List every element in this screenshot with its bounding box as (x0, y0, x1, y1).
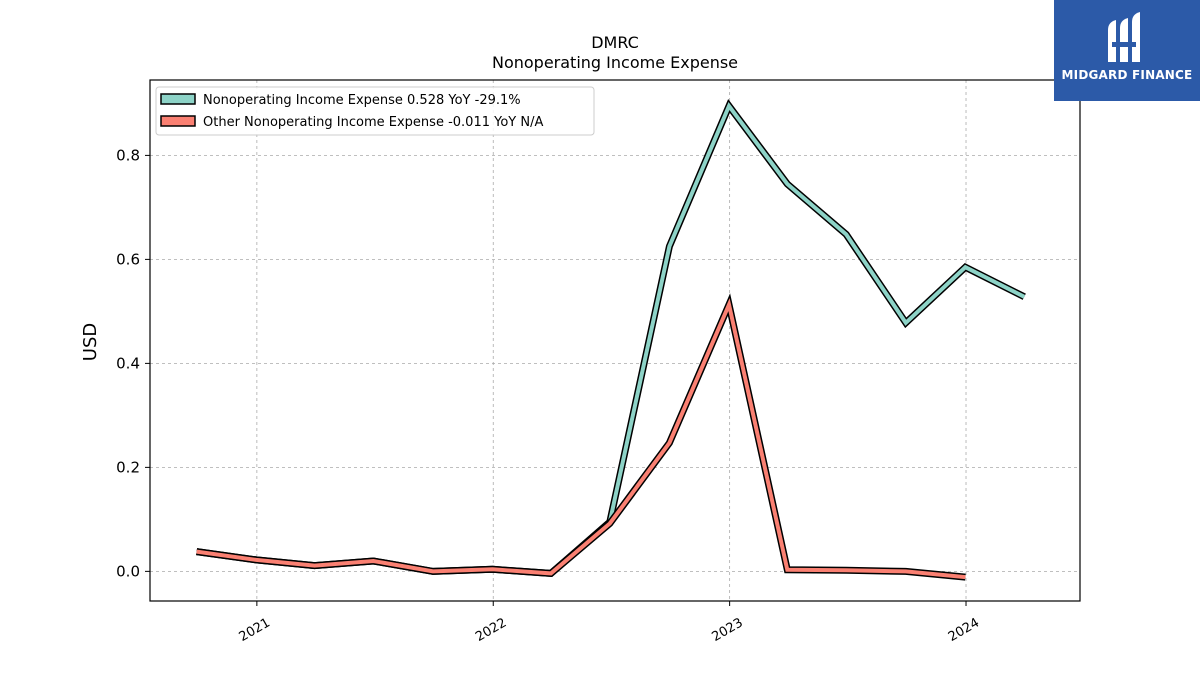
legend-label-other: Other Nonoperating Income Expense -0.011… (203, 115, 543, 130)
legend: Nonoperating Income Expense 0.528 YoY -2… (155, 86, 595, 136)
y-tick-label: 0.8 (116, 146, 140, 164)
chart-title: DMRC (591, 33, 639, 52)
plot-area-frame (149, 79, 1081, 602)
chart-subtitle: Nonoperating Income Expense (492, 53, 738, 72)
series-line (196, 298, 966, 580)
logo-text: MIDGARD FINANCE (1061, 68, 1193, 82)
series-line-outline (196, 99, 1026, 577)
midgard-logo-icon (1108, 12, 1140, 62)
x-tick-label: 2021 (237, 615, 273, 645)
x-axis: 2021 2022 2023 2024 (237, 601, 982, 645)
series-line-outline (196, 293, 966, 581)
midgard-finance-logo: MIDGARD FINANCE (1054, 0, 1200, 101)
x-tick-label: 2022 (473, 615, 509, 645)
y-tick-label: 0.2 (116, 458, 140, 476)
y-axis: 0.0 0.2 0.4 0.6 0.8 (116, 146, 150, 580)
legend-swatch-nonoperating (160, 93, 196, 105)
series-lines (196, 99, 1026, 581)
x-tick-label: 2023 (709, 615, 745, 645)
legend-box (155, 86, 595, 136)
y-axis-label: USD (80, 323, 101, 361)
y-tick-label: 0.6 (116, 250, 140, 268)
series-1 (196, 293, 966, 581)
y-tick-label: 0.4 (116, 354, 140, 372)
legend-label-nonoperating: Nonoperating Income Expense 0.528 YoY -2… (203, 93, 521, 108)
series-0 (196, 99, 1026, 577)
x-tick-label: 2024 (946, 615, 982, 645)
grid (150, 80, 1080, 601)
legend-swatch-other (160, 115, 196, 127)
y-tick-label: 0.0 (116, 562, 140, 580)
